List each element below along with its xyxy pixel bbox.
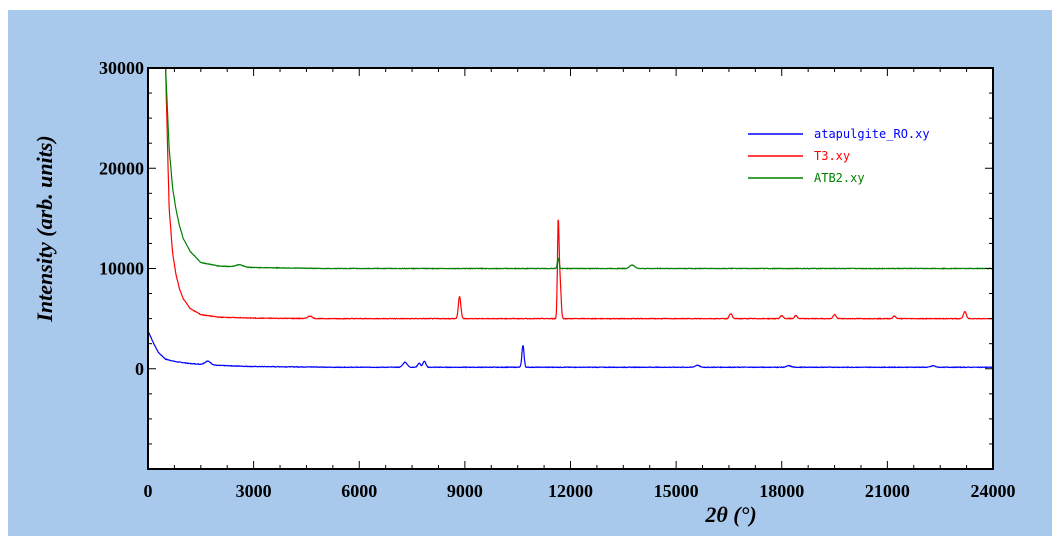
series-line-1 bbox=[165, 67, 994, 320]
x-tick-label: 3000 bbox=[236, 481, 272, 501]
y-tick-label: 20000 bbox=[99, 158, 144, 178]
series-group bbox=[147, 67, 994, 369]
legend-label: T3.xy bbox=[814, 149, 850, 163]
chart-svg: 0 3000 6000 9000 12000 15000 18000 21000 24000 0 1… bbox=[32, 58, 1016, 527]
x-tick-label: 24000 bbox=[971, 481, 1016, 501]
series-line-2 bbox=[165, 68, 994, 270]
y-tick-label: 30000 bbox=[99, 58, 144, 78]
y-tick-label: 0 bbox=[135, 359, 144, 379]
chart-frame: 0 3000 6000 9000 12000 15000 18000 21000 24000 0 1… bbox=[8, 10, 1052, 536]
legend: atapulgite_RO.xy T3.xy ATB2.xy bbox=[748, 127, 930, 185]
legend-label: atapulgite_RO.xy bbox=[814, 127, 930, 141]
x-tick-label: 9000 bbox=[447, 481, 483, 501]
ticks-group bbox=[147, 67, 994, 470]
tick-labels: 0 3000 6000 9000 12000 15000 18000 21000 24000 0 1… bbox=[99, 58, 1016, 501]
x-tick-label: 0 bbox=[144, 481, 153, 501]
x-axis-title: 2θ (°) bbox=[704, 502, 756, 527]
legend-label: ATB2.xy bbox=[814, 171, 865, 185]
x-tick-label: 21000 bbox=[865, 481, 910, 501]
x-tick-label: 15000 bbox=[654, 481, 699, 501]
y-tick-label: 10000 bbox=[99, 259, 144, 279]
x-tick-label: 12000 bbox=[548, 481, 593, 501]
series-line-0 bbox=[147, 330, 994, 369]
y-axis-title: Intensity (arb. units) bbox=[32, 135, 57, 322]
x-tick-label: 18000 bbox=[759, 481, 804, 501]
x-tick-label: 6000 bbox=[341, 481, 377, 501]
